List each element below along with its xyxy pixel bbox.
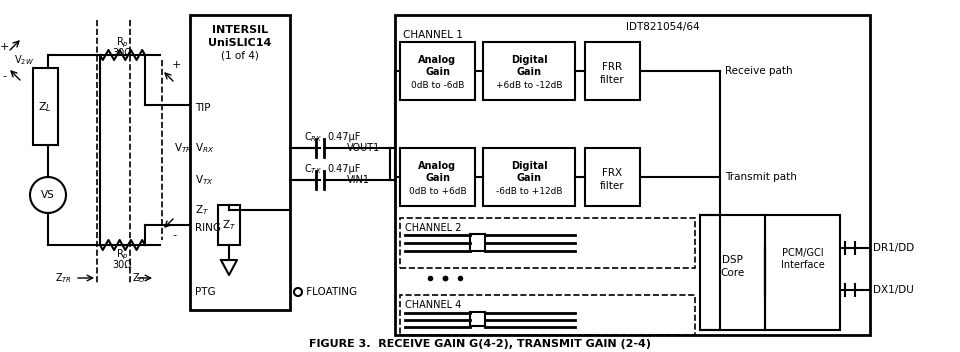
- Bar: [483, 148, 575, 206]
- Text: (1 of 4): (1 of 4): [221, 51, 259, 61]
- Text: FIGURE 3.  RECEIVE GAIN G(4-2), TRANSMIT GAIN (2-4): FIGURE 3. RECEIVE GAIN G(4-2), TRANSMIT …: [309, 339, 651, 349]
- Text: +: +: [0, 42, 9, 52]
- Text: -6dB to +12dB: -6dB to +12dB: [495, 187, 563, 195]
- Text: DSP: DSP: [722, 255, 743, 265]
- Text: Z$_{TR}$: Z$_{TR}$: [55, 271, 72, 285]
- Text: FLOATING: FLOATING: [303, 287, 357, 297]
- Text: filter: filter: [600, 75, 625, 85]
- Text: +: +: [172, 60, 181, 70]
- Text: VS: VS: [41, 190, 55, 200]
- Bar: [400, 148, 475, 206]
- Text: FRR: FRR: [603, 62, 623, 72]
- Bar: [765, 215, 840, 330]
- Text: V$_{TR}$: V$_{TR}$: [174, 141, 192, 155]
- Text: Z$_O$: Z$_O$: [132, 271, 146, 285]
- Bar: [400, 295, 695, 335]
- Text: Digital: Digital: [511, 161, 547, 171]
- Text: VOUT1: VOUT1: [347, 143, 380, 153]
- Text: CHANNEL 1: CHANNEL 1: [403, 30, 463, 40]
- Text: FRX: FRX: [603, 168, 623, 178]
- Text: PCM/GCI: PCM/GCI: [781, 248, 824, 258]
- Text: Core: Core: [720, 268, 745, 278]
- Text: VIN1: VIN1: [347, 175, 370, 185]
- Text: R$_p$: R$_p$: [115, 248, 129, 262]
- Text: V$_{RX}$: V$_{RX}$: [195, 141, 214, 155]
- Text: Gain: Gain: [425, 67, 450, 77]
- Text: DR1/DD: DR1/DD: [873, 243, 914, 253]
- Text: CHANNEL 2: CHANNEL 2: [405, 223, 462, 233]
- Bar: [218, 205, 240, 245]
- Text: Interface: Interface: [780, 260, 825, 270]
- Bar: [585, 148, 640, 206]
- Text: Z$_T$: Z$_T$: [195, 203, 209, 217]
- Text: 0dB to +6dB: 0dB to +6dB: [409, 187, 467, 195]
- Text: -: -: [172, 230, 176, 240]
- Text: PTG: PTG: [195, 287, 216, 297]
- Text: TIP: TIP: [195, 103, 210, 113]
- Text: IDT821054/64: IDT821054/64: [626, 22, 699, 32]
- Text: UniSLIC14: UniSLIC14: [208, 38, 272, 48]
- Text: Analog: Analog: [419, 161, 457, 171]
- Text: C$_{TX}$: C$_{TX}$: [304, 162, 322, 176]
- Text: +6dB to -12dB: +6dB to -12dB: [495, 81, 563, 89]
- Text: R$_p$: R$_p$: [115, 36, 129, 50]
- Text: Gain: Gain: [516, 67, 541, 77]
- Text: C$_{RX}$: C$_{RX}$: [304, 130, 323, 144]
- Text: V$_{TX}$: V$_{TX}$: [195, 173, 214, 187]
- Text: -: -: [2, 71, 6, 81]
- Text: 0.47μF: 0.47μF: [327, 132, 360, 142]
- Text: V$_{2W}$: V$_{2W}$: [14, 53, 34, 67]
- Text: 30Ω: 30Ω: [112, 48, 132, 58]
- Bar: [33, 68, 58, 145]
- Text: 0.47μF: 0.47μF: [327, 164, 360, 174]
- Text: DX1/DU: DX1/DU: [873, 285, 914, 295]
- Text: Gain: Gain: [425, 173, 450, 183]
- Text: CHANNEL 4: CHANNEL 4: [405, 300, 462, 310]
- Bar: [585, 42, 640, 100]
- Bar: [395, 15, 870, 335]
- Bar: [190, 15, 290, 310]
- Text: RING: RING: [195, 223, 221, 233]
- Text: 30Ω: 30Ω: [112, 260, 132, 270]
- Bar: [483, 42, 575, 100]
- Text: Receive path: Receive path: [725, 66, 793, 76]
- Text: Digital: Digital: [511, 55, 547, 65]
- Text: Transmit path: Transmit path: [725, 172, 797, 182]
- Text: 0dB to -6dB: 0dB to -6dB: [411, 81, 465, 89]
- Text: filter: filter: [600, 181, 625, 191]
- Text: INTERSIL: INTERSIL: [212, 25, 268, 35]
- Text: Analog: Analog: [419, 55, 457, 65]
- Bar: [700, 215, 765, 330]
- Text: Z$_T$: Z$_T$: [222, 218, 236, 232]
- Text: Gain: Gain: [516, 173, 541, 183]
- Bar: [400, 218, 695, 268]
- Bar: [400, 42, 475, 100]
- Text: Z$_L$: Z$_L$: [38, 100, 52, 114]
